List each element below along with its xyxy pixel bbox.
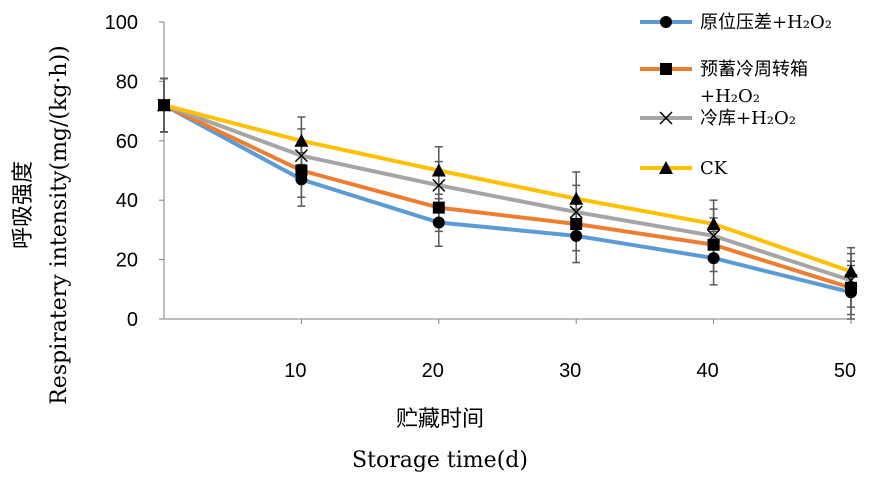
legend-item-1: 预蓄冷周转箱 +H₂O₂ [640,59,808,107]
y-tick-label: 40 [116,190,138,212]
legend-marker [660,63,672,75]
x-marker-stroke [659,111,673,125]
legend-label: 预蓄冷周转箱 [700,59,808,80]
legend-marker [660,16,672,28]
data-point-series-2 [707,229,721,243]
data-point-series-1 [432,201,445,214]
data-point-series-2 [294,149,308,163]
x-tick-label: 10 [284,360,306,382]
legend-item-0: 原位压差+H₂O₂ [640,12,832,33]
y-tick-label: 60 [116,131,138,153]
y-tick-label: 80 [116,71,138,93]
y-axis-title-cn: 呼吸强度 [11,161,36,249]
data-point-series-3 [569,191,584,205]
data-point-series-2 [432,178,446,192]
y-tick-label: 20 [116,250,138,272]
y-tick-label: 100 [105,12,138,34]
data-point-series-2 [569,205,583,219]
y-tick-label: 0 [127,309,138,331]
x-tick-label: 20 [422,360,444,382]
data-point-series-3 [844,264,858,278]
series-line-1 [163,103,852,290]
data-point-series-1 [707,238,720,251]
data-point-series-0 [432,216,445,229]
data-point-series-3 [157,98,171,112]
data-point-series-3 [706,216,721,230]
x-axis-title-en: Storage time(d) [352,448,528,473]
data-point-series-0 [570,229,583,242]
series-line-0 [163,103,852,295]
legend-label-continued: +H₂O₂ [700,86,760,107]
x-tick-label: 50 [834,360,856,382]
legend-label: 原位压差+H₂O₂ [700,12,832,33]
legend-label: CK [700,158,728,179]
legend-item-2: 冷库+H₂O₂ [640,108,796,129]
x-marker-stroke [432,178,446,192]
x-marker-stroke [294,149,308,163]
legend-marker [659,161,673,174]
data-point-series-3 [431,163,446,177]
x-tick-label: 30 [559,360,581,382]
x-tick-label: 40 [696,360,718,382]
x-marker-stroke [569,205,583,219]
data-point-series-0 [707,252,720,265]
legend-label: 冷库+H₂O₂ [700,108,796,129]
data-point-series-3 [294,133,309,147]
legend-marker [659,111,673,125]
x-marker-stroke [707,229,721,243]
x-axis-title-cn: 贮藏时间 [396,407,484,432]
data-point-series-1 [570,217,583,230]
data-point-series-1 [295,164,308,177]
series-line-2 [163,103,852,283]
series-line-3 [163,103,852,274]
data-point-series-1 [845,281,857,294]
y-axis-title-en: Respiratery intensity(mg/(kg·h)) [47,45,72,405]
plot-area: 0 20 40 60 80 100 10 20 30 40 50 [105,12,858,382]
legend-item-3: CK [640,158,728,179]
